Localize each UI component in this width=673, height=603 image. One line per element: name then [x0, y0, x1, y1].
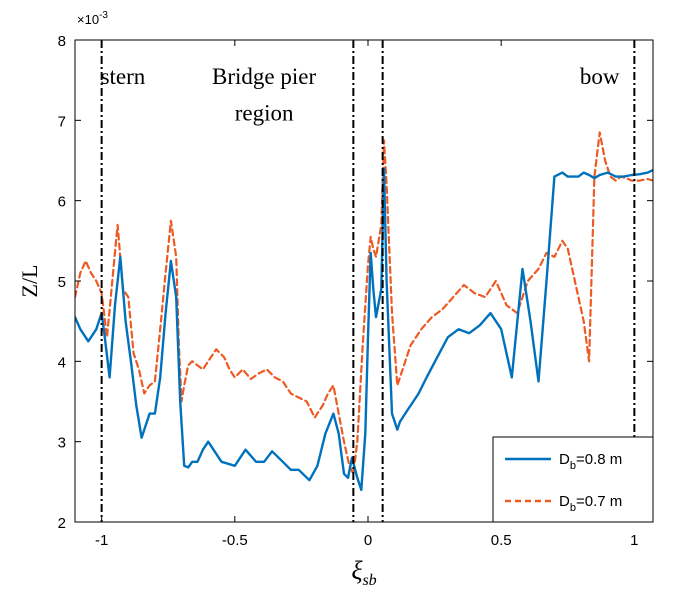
- region-annotations: stern Bridge pier region bow: [101, 64, 620, 125]
- x-axis-label: ξsb: [351, 556, 376, 589]
- y-tick-label: 2: [58, 515, 66, 532]
- x-tick-label: -0.5: [222, 532, 248, 549]
- x-tick-label: 1: [630, 532, 638, 549]
- axis-ticks: -1 -0.5 0 0.5 1 2 3 4 5 6 7 8: [58, 33, 653, 549]
- y-tick-label: 6: [58, 194, 66, 211]
- series-line-2: [75, 131, 653, 475]
- y-axis-exponent: ×10-3: [77, 10, 108, 27]
- y-axis-label: Z/L: [17, 265, 42, 298]
- y-exponent-base: ×10: [77, 12, 99, 27]
- x-tick-label: 0: [364, 532, 372, 549]
- y-tick-label: 8: [58, 33, 66, 50]
- x-tick-label: 0.5: [491, 532, 512, 549]
- y-tick-label: 7: [58, 113, 66, 130]
- x-axis-label-text: ξsb: [351, 556, 376, 589]
- region-annotation: Bridge pier: [212, 64, 316, 89]
- region-annotation: region: [235, 100, 294, 125]
- region-annotation: bow: [580, 64, 620, 89]
- y-exponent-power: -3: [99, 10, 108, 21]
- series-layer: [75, 131, 653, 492]
- legend-box: [492, 436, 654, 523]
- y-tick-label: 5: [58, 274, 66, 291]
- legend-label: Db=0.8 m: [559, 451, 622, 472]
- x-tick-label: -1: [95, 532, 108, 549]
- series-line-1: [75, 167, 653, 492]
- region-annotation: stern: [101, 64, 146, 89]
- legend-label: Db=0.7 m: [559, 493, 622, 514]
- y-tick-label: 3: [58, 435, 66, 452]
- y-tick-label: 4: [58, 354, 66, 371]
- legend: Db=0.8 m Db=0.7 m: [492, 436, 654, 523]
